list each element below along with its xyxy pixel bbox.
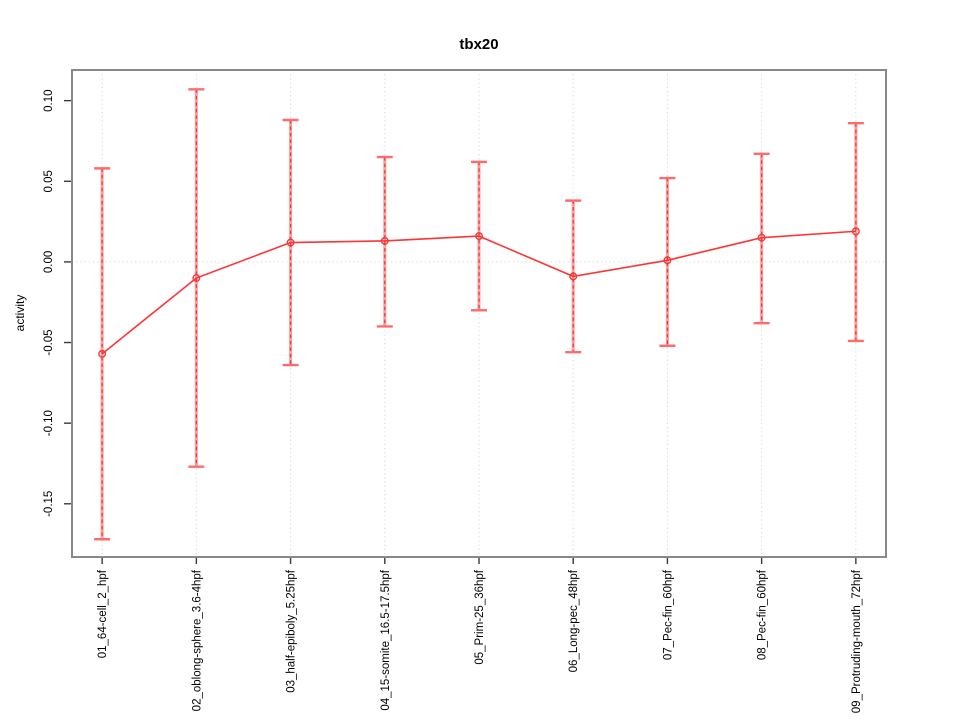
y-tick-label: -0.10 [43, 410, 55, 436]
x-tick-label: 07_Pec-fin_60hpf [662, 569, 674, 660]
x-tick-label: 06_Long-pec_48hpf [568, 569, 580, 672]
x-tick-label: 09_Protruding-mouth_72hpf [851, 569, 863, 713]
data-point [380, 236, 389, 245]
y-tick-label: -0.15 [43, 491, 55, 517]
y-tick-label: 0.00 [43, 251, 55, 273]
data-point [98, 349, 107, 358]
x-tick-label: 03_half-epiboly_5.25hpf [286, 569, 298, 693]
data-point [569, 272, 578, 281]
data-point [757, 233, 766, 242]
y-tick-label: -0.05 [43, 329, 55, 355]
x-tick-label: 08_Pec-fin_60hpf [757, 569, 769, 660]
data-point [286, 238, 295, 247]
y-tick-label: 0.10 [43, 89, 55, 111]
data-point [851, 227, 860, 236]
data-line [101, 230, 856, 355]
data-point [475, 232, 484, 241]
data-point [192, 274, 201, 283]
x-tick-label: 05_Prim-25_36hpf [474, 569, 486, 664]
x-tick-label: 02_oblong-sphere_3.6-4hpf [191, 569, 203, 711]
x-tick-label: 04_15-somite_16.5-17.5hpf [380, 569, 392, 710]
y-tick-label: 0.05 [43, 170, 55, 192]
chart-title: tbx20 [459, 36, 499, 53]
x-tick-label: 01_64-cell_2_hpf [97, 569, 109, 658]
data-point [663, 256, 672, 265]
plot-box [71, 69, 887, 558]
